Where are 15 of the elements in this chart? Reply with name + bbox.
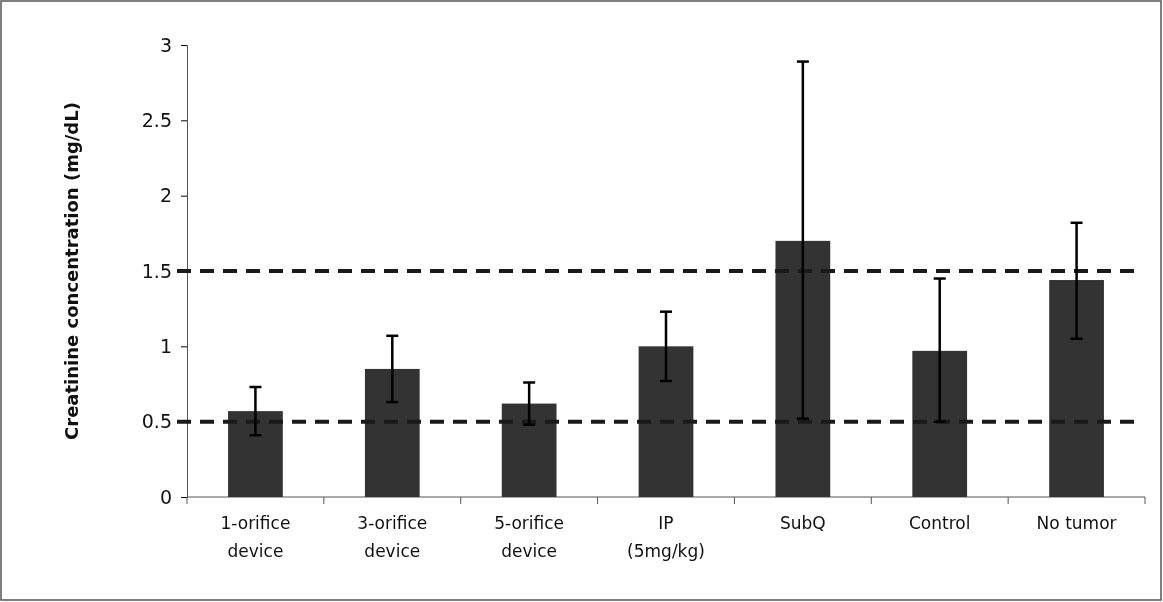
x-tick-label: 1-orifice device: [220, 513, 291, 561]
x-tick-label: SubQ: [779, 513, 826, 533]
y-tick-label: 3: [159, 33, 172, 56]
x-tick-label: Control: [908, 513, 971, 533]
x-tick-label: No tumor: [1036, 513, 1117, 533]
y-axis-title: Creatinine concentration (mg/dL): [61, 102, 82, 440]
y-tick-label: 2.5: [141, 108, 172, 131]
y-tick-label: 0.5: [141, 410, 172, 433]
y-tick-label: 0: [159, 485, 172, 508]
y-tick-label: 2: [159, 184, 172, 207]
x-tick-label: 5-orifice device: [494, 513, 565, 561]
y-tick-label: 1: [159, 334, 172, 357]
x-tick-label: IP (5mg/kg): [627, 513, 705, 561]
x-tick-label: 3-orifice device: [357, 513, 428, 561]
y-tick-label: 1.5: [141, 259, 172, 282]
